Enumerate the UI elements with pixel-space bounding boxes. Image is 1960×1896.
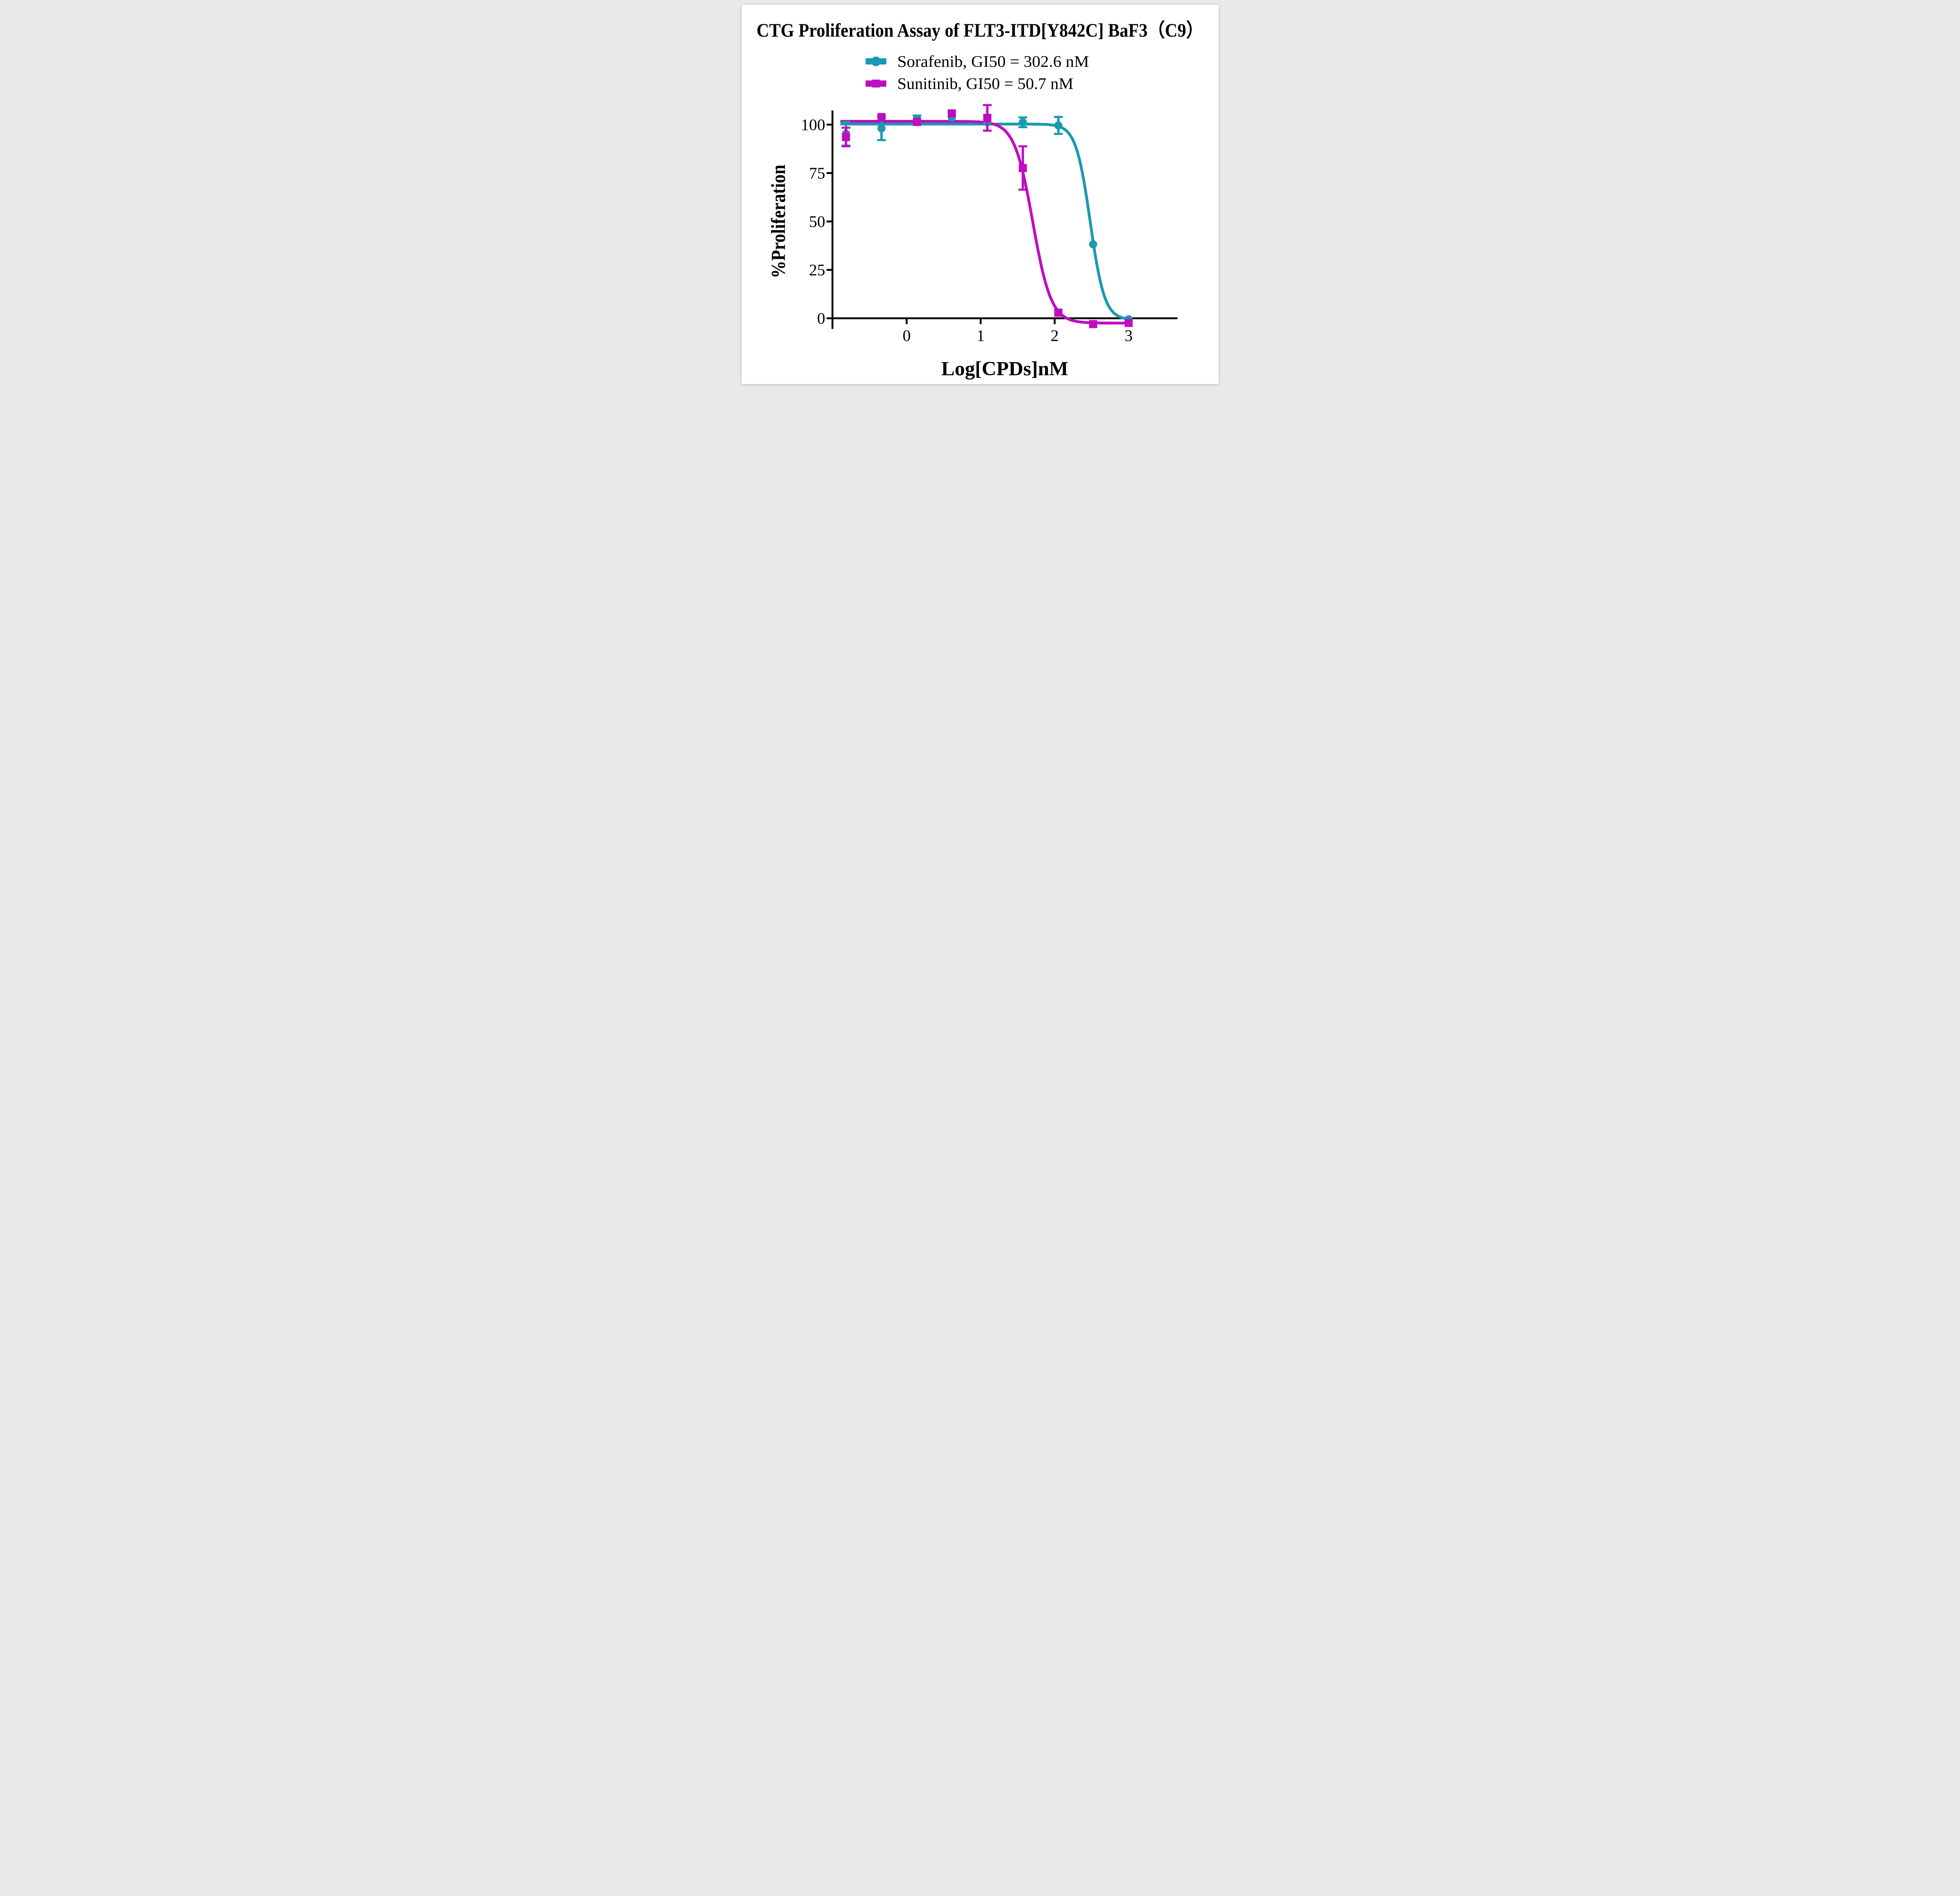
chart-figure: CTG Proliferation Assay of FLT3-ITD[Y842… (741, 5, 1219, 384)
y-tick-label: 0 (817, 309, 825, 327)
x-tick-label: 2 (1051, 326, 1059, 344)
sorafenib-point (1089, 240, 1097, 248)
x-axis-title: Log[CPDs]nM (941, 358, 1068, 380)
sunitinib-point (983, 114, 991, 122)
legend-item-sorafenib: Sorafenib, GI50 = 302.6 nM (865, 53, 1089, 71)
y-tick-label: 50 (809, 212, 825, 230)
y-tick-label: 75 (809, 164, 825, 182)
sunitinib-point (1124, 319, 1133, 327)
sunitinib-square-icon (871, 80, 880, 88)
legend-label-sorafenib: Sorafenib, GI50 = 302.6 nM (897, 53, 1089, 71)
x-tick-label: 0 (902, 326, 911, 344)
sunitinib-fit-curve (840, 120, 1132, 325)
legend-item-sunitinib: Sunitinib, GI50 = 50.7 nM (865, 74, 1073, 92)
y-tick-label: 100 (801, 116, 825, 134)
plot-area: 0 25 50 75 100 0 1 2 3 (801, 104, 1178, 344)
sunitinib-point (842, 133, 850, 141)
page: CTG Proliferation Assay of FLT3-ITD[Y842… (0, 0, 1960, 389)
sunitinib-point (913, 118, 921, 126)
proliferation-chart: CTG Proliferation Assay of FLT3-ITD[Y842… (757, 20, 1203, 380)
chart-title: CTG Proliferation Assay of FLT3-ITD[Y842… (757, 20, 1203, 41)
x-tick-label: 3 (1124, 326, 1132, 344)
legend: Sorafenib, GI50 = 302.6 nM Sunitinib, GI… (865, 53, 1089, 92)
sunitinib-point (1054, 308, 1062, 317)
y-tick-label: 25 (809, 261, 825, 279)
sunitinib-point (947, 109, 956, 118)
sorafenib-fit-curve (840, 122, 1132, 321)
legend-label-sunitinib: Sunitinib, GI50 = 50.7 nM (897, 74, 1073, 92)
sunitinib-point (1089, 320, 1097, 328)
sorafenib-point (1054, 121, 1062, 130)
y-axis-title: %Proliferation (767, 165, 789, 278)
sorafenib-circle-icon (871, 56, 881, 67)
sorafenib-point (1018, 118, 1027, 127)
sunitinib-point (877, 113, 886, 121)
sunitinib-point (1018, 164, 1027, 172)
x-tick-label: 1 (976, 326, 985, 344)
sorafenib-point (877, 124, 886, 132)
